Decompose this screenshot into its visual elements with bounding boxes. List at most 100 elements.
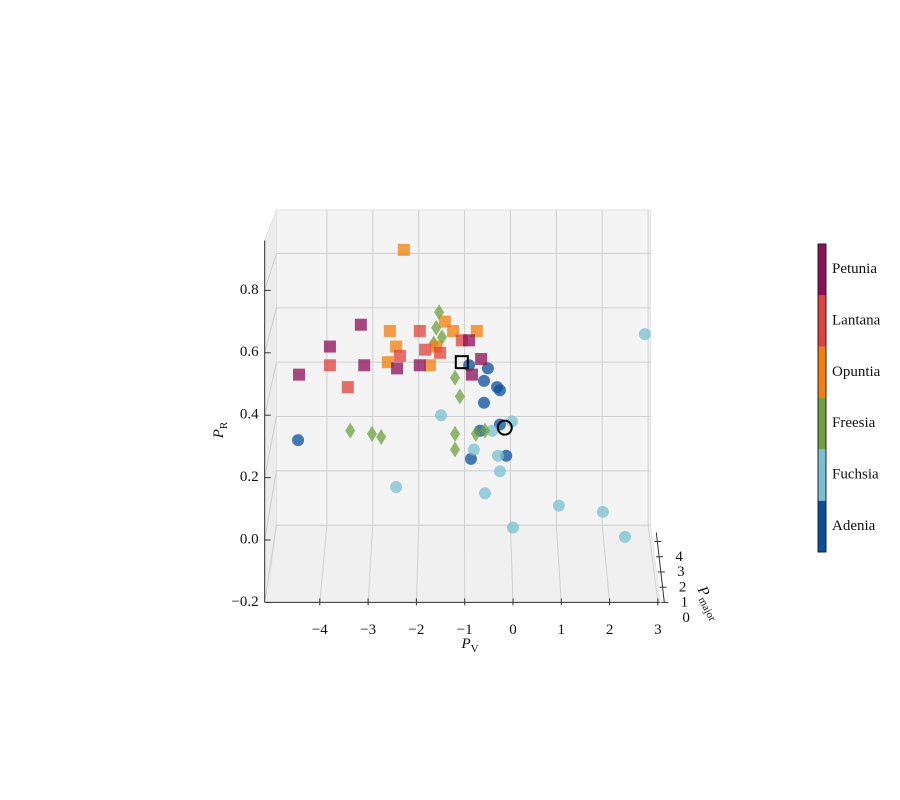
point: [358, 359, 371, 372]
y-tick-label: 0.0: [240, 531, 259, 547]
point: [435, 409, 448, 422]
x-tick-label: −3: [360, 622, 376, 638]
point: [292, 434, 305, 447]
z-tick-label: 0: [682, 610, 690, 626]
point: [493, 384, 506, 397]
marks: [292, 243, 651, 543]
point: [479, 422, 490, 439]
point: [552, 499, 565, 512]
highlight: [454, 355, 469, 370]
point: [431, 319, 442, 336]
point: [478, 487, 491, 500]
point: [376, 429, 387, 446]
point: [467, 443, 480, 456]
x-axis-label: PV: [460, 636, 478, 654]
point: [470, 324, 483, 337]
point: [481, 362, 494, 375]
grid-line: [264, 470, 277, 541]
point: [391, 362, 404, 375]
point: [478, 396, 491, 409]
colorbar-segment: [818, 500, 826, 552]
point: [293, 368, 306, 381]
colorbar-segment: [818, 346, 826, 398]
y-axis-label: PR: [211, 421, 229, 439]
colorbar-segment: [818, 449, 826, 501]
point: [450, 369, 461, 386]
colorbar-label: Freesia: [832, 415, 876, 431]
point: [438, 315, 451, 328]
colorbar-segment: [818, 398, 826, 450]
grid-line: [264, 253, 277, 291]
panes: [264, 209, 661, 603]
grid-line: [555, 525, 562, 603]
highlight: [496, 419, 513, 436]
z-axis-label: Pmajor: [691, 583, 724, 623]
colorbar-label: Opuntia: [832, 364, 881, 380]
grid-line: [264, 525, 277, 603]
point: [341, 381, 354, 394]
point: [413, 324, 426, 337]
point: [500, 449, 513, 462]
colorbar-frame: [817, 243, 827, 553]
z-tick-label: 2: [679, 579, 687, 595]
point: [475, 353, 488, 366]
x-tick-label: 3: [654, 622, 662, 638]
point: [366, 425, 377, 442]
point: [323, 340, 336, 353]
grid-line: [415, 525, 420, 603]
x-axis-label-symbol: P: [460, 636, 470, 652]
colorbar-label: Fuchsia: [832, 466, 879, 482]
x-axis-label-sub: V: [471, 643, 479, 655]
point: [390, 480, 403, 493]
colorbar-label: Adenia: [832, 518, 876, 534]
point: [354, 318, 367, 331]
point: [493, 465, 506, 478]
y-tick-label: 0.8: [240, 282, 259, 298]
z-axis-label-sub: major: [696, 595, 719, 624]
point: [470, 425, 481, 442]
y-axis-label-symbol: P: [211, 429, 227, 439]
point: [478, 374, 491, 387]
y-tick-label: 0.4: [240, 407, 259, 423]
point: [423, 359, 436, 372]
point: [450, 425, 461, 442]
point: [638, 328, 651, 341]
point: [454, 388, 465, 405]
point: [381, 356, 394, 369]
colorbar: Adenia Fuchsia Freesia Opuntia Lantana Petuni…: [817, 243, 881, 553]
colorbar-label: Lantana: [832, 312, 881, 328]
colorbar-segment: [818, 244, 826, 296]
x-tick-label: −2: [408, 622, 424, 638]
x-tick-label: 2: [606, 622, 614, 638]
grid-line: [319, 525, 328, 603]
point: [383, 324, 396, 337]
y-tick-label: −0.2: [231, 594, 258, 610]
point: [390, 340, 403, 353]
grid-line: [601, 525, 611, 603]
colorbar-label: Petunia: [832, 261, 877, 277]
point: [492, 449, 505, 462]
grid-line: [367, 525, 374, 603]
point: [434, 346, 447, 359]
point: [596, 505, 609, 518]
x-tick-label: −1: [457, 622, 473, 638]
point: [323, 359, 336, 372]
point: [619, 530, 632, 543]
point: [465, 368, 478, 381]
y-tick-label: 0.2: [240, 469, 259, 485]
point: [463, 334, 476, 347]
point: [450, 441, 461, 458]
point: [345, 422, 356, 439]
grid-line: [647, 525, 659, 603]
point: [419, 343, 432, 356]
z-tick-label: 1: [681, 595, 689, 611]
point: [397, 243, 410, 256]
x-tick-label: −4: [312, 622, 328, 638]
y-tick-label: 0.6: [240, 344, 259, 360]
point: [464, 452, 477, 465]
grid-line: [264, 416, 277, 478]
grid-line: [509, 525, 514, 603]
z-tick-label: 3: [677, 564, 685, 580]
